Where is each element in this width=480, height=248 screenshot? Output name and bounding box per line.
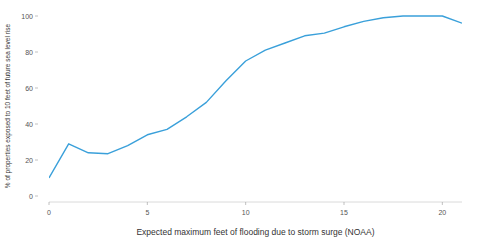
y-tick-label: 20 xyxy=(25,157,33,164)
y-tick xyxy=(35,124,38,125)
x-tick-label: 0 xyxy=(47,209,51,216)
x-tick-label: 15 xyxy=(340,209,348,216)
y-tick xyxy=(35,52,38,53)
y-tick-label: 60 xyxy=(25,85,33,92)
x-tick xyxy=(442,202,443,205)
y-axis-label: % of properties exposed to 10 feet of fu… xyxy=(4,23,12,188)
y-tick-label: 0 xyxy=(29,193,33,200)
x-tick xyxy=(344,202,345,205)
x-tick xyxy=(147,202,148,205)
series-line xyxy=(49,16,462,178)
x-tick xyxy=(245,202,246,205)
y-tick-label: 100 xyxy=(21,13,33,20)
y-tick-label: 40 xyxy=(25,121,33,128)
x-tick-label: 5 xyxy=(145,209,149,216)
chart: 0 20 40 60 80 100 0 5 10 15 20 Expected maximum fee… xyxy=(0,0,480,248)
y-tick xyxy=(35,196,38,197)
x-tick-label: 20 xyxy=(438,209,446,216)
x-axis-label: Expected maximum feet of flooding due to… xyxy=(136,227,374,237)
y-tick xyxy=(35,160,38,161)
y-tick-label: 80 xyxy=(25,49,33,56)
y-tick xyxy=(35,88,38,89)
y-tick xyxy=(35,16,38,17)
x-axis-line xyxy=(49,202,462,203)
x-tick xyxy=(49,202,50,205)
plot-area xyxy=(49,16,462,178)
x-tick-label: 10 xyxy=(242,209,250,216)
